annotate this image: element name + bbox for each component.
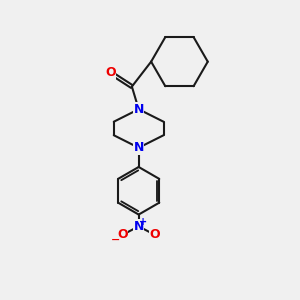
Text: O: O <box>105 67 116 80</box>
Text: N: N <box>134 103 144 116</box>
Text: O: O <box>150 228 160 242</box>
Text: N: N <box>134 220 144 233</box>
Text: N: N <box>134 141 144 154</box>
Text: −: − <box>111 235 121 244</box>
Text: +: + <box>139 218 147 227</box>
Text: O: O <box>117 228 128 242</box>
